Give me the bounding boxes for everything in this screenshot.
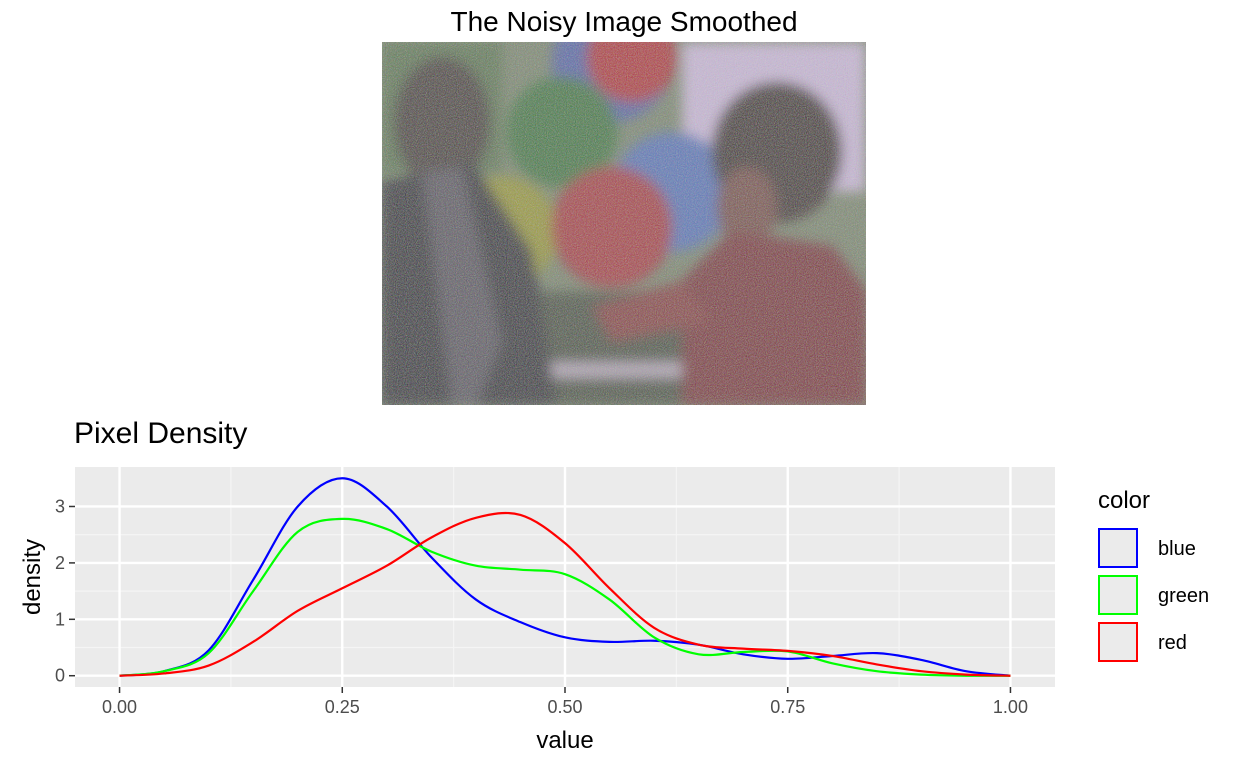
image-title: The Noisy Image Smoothed: [450, 6, 798, 37]
y-tick-label: 0: [55, 666, 65, 686]
density-lines: [119, 477, 1011, 677]
x-tick-label: 0.25: [325, 697, 360, 717]
legend-key-green: [1098, 575, 1138, 615]
axis-ticks: [69, 505, 1012, 693]
density-line-red: [119, 511, 1011, 677]
legend-key-red: [1098, 622, 1138, 662]
y-axis-labels: 0 1 2 3: [55, 496, 65, 685]
noisy-photo: [382, 42, 866, 405]
legend-label-green: green: [1158, 585, 1210, 607]
y-tick-label: 2: [55, 553, 65, 573]
density-line-blue: [119, 477, 1011, 677]
y-axis-title: density: [19, 539, 46, 615]
x-tick-label: 1.00: [993, 697, 1028, 717]
density-line-green: [119, 517, 1011, 677]
density-plot: 0.00 0.25 0.50 0.75 1.00 0 1 2 3 value density: [19, 467, 1055, 754]
legend-key-blue: [1098, 528, 1138, 568]
chart-title: Pixel Density: [74, 417, 248, 450]
x-tick-label: 0.75: [770, 697, 805, 717]
legend-title: color: [1098, 487, 1151, 514]
x-axis-labels: 0.00 0.25 0.50 0.75 1.00: [102, 697, 1028, 717]
y-tick-label: 1: [55, 609, 65, 629]
legend-label-blue: blue: [1158, 538, 1196, 560]
x-tick-label: 0.00: [102, 697, 137, 717]
y-tick-label: 3: [55, 496, 65, 516]
x-tick-label: 0.50: [547, 697, 582, 717]
legend-label-red: red: [1158, 632, 1187, 654]
x-axis-title: value: [536, 727, 593, 754]
